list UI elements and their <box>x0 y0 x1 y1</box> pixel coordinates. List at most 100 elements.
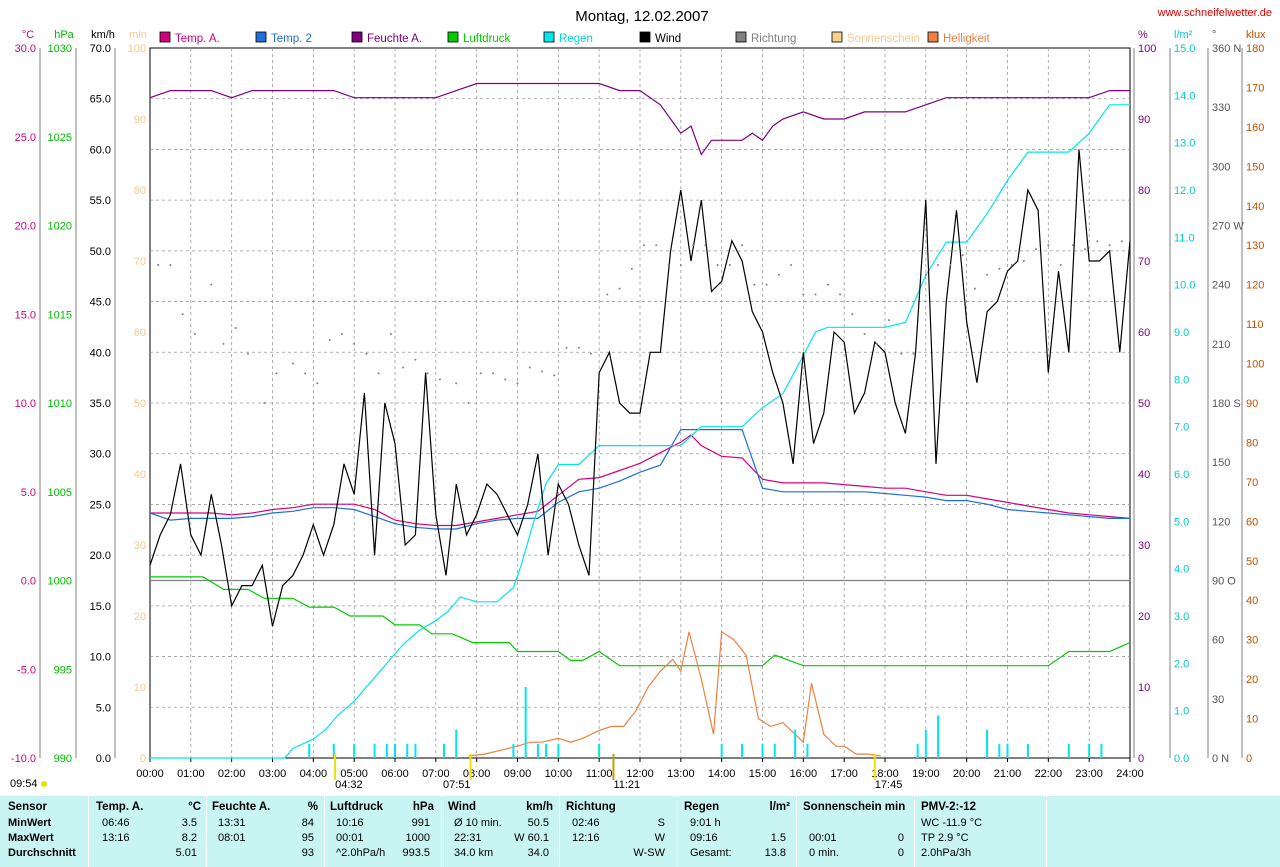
series-point-richtung <box>839 293 842 296</box>
series-bar-regen-balken <box>557 743 560 758</box>
axis-tick-temp: 5.0 <box>21 487 36 499</box>
series-point-richtung <box>986 273 989 276</box>
legend-swatch <box>543 31 555 43</box>
axis-tick-kmh: 15.0 <box>90 601 111 613</box>
time-tick-label: 04:00 <box>300 768 328 780</box>
stats-cell-value: 34.0 <box>527 847 549 859</box>
stats-col-temp: Temp. A. °C 06:46 3.5 13:16 8.2 5.01 <box>96 796 201 867</box>
axis-tick-temp: 25.0 <box>15 132 36 144</box>
axis-tick-rain: 12.0 <box>1174 185 1195 197</box>
axis-tick-rain: 5.0 <box>1174 516 1189 528</box>
stats-row-direction: 02:46 S <box>566 817 669 831</box>
stats-cell-value: S <box>657 817 665 829</box>
axis-tick-klux: 0 <box>1246 753 1252 765</box>
series-point-richtung <box>565 346 568 349</box>
stats-cell-time: 09:16 <box>690 832 718 844</box>
time-tick-label: 07:00 <box>422 768 450 780</box>
series-point-richtung <box>1059 263 1062 266</box>
axis-tick-min: 70 <box>134 256 146 268</box>
site-url[interactable]: www.schneifelwetter.de <box>1157 7 1272 19</box>
time-tick-label: 09:00 <box>504 768 532 780</box>
stats-cell-value: 1000 <box>405 832 430 844</box>
series-point-richtung <box>888 319 891 322</box>
series-bar-regen-balken <box>545 743 548 758</box>
legend-item: Regen <box>559 33 593 45</box>
axis-tick-klux: 180 <box>1246 43 1264 55</box>
time-tick-label: 13:00 <box>667 768 695 780</box>
series-point-richtung <box>316 382 319 385</box>
stats-label-min: MinWert <box>8 817 52 829</box>
series-point-richtung <box>630 267 633 270</box>
legend-swatch <box>159 31 171 43</box>
stats-cell-value: W <box>654 832 665 844</box>
stats-cell-value: 8.2 <box>181 832 197 844</box>
marker-corner-sun-icon <box>41 781 47 787</box>
series-bar-regen-balken <box>524 687 527 758</box>
axis-tick-klux: 170 <box>1246 82 1264 94</box>
axis-tick-klux: 10 <box>1246 714 1258 726</box>
axis-unit-pct: % <box>1138 29 1148 41</box>
time-tick-label: 14:00 <box>708 768 736 780</box>
series-point-richtung <box>692 244 695 247</box>
time-tick-label: 01:00 <box>177 768 205 780</box>
series-bar-regen-balken <box>773 743 776 758</box>
stats-row-sun: 0 min. 0 <box>803 847 908 861</box>
stats-cell-time: 9:01 h <box>690 817 721 829</box>
stats-row-rain: Gesamt: 13.8 <box>684 847 790 861</box>
stats-row-temp: 06:46 3.5 <box>96 817 201 831</box>
series-point-richtung <box>365 352 368 355</box>
axis-tick-klux: 30 <box>1246 635 1258 647</box>
axis-tick-rain: 6.0 <box>1174 469 1189 481</box>
series-line-helligkeit <box>468 630 881 757</box>
axis-unit-hpa: hPa <box>54 29 74 41</box>
axis-unit-min: min <box>129 29 147 41</box>
series-bar-regen-balken <box>385 743 388 758</box>
series-point-richtung <box>353 342 356 345</box>
stats-cell-value: 3.5 <box>181 817 197 829</box>
axis-tick-kmh: 40.0 <box>90 347 111 359</box>
marker-label-sunrise: 07:51 <box>443 779 471 791</box>
series-line-feuchte-a <box>149 82 1130 156</box>
axis-tick-klux: 150 <box>1246 161 1264 173</box>
series-point-richtung <box>528 366 531 369</box>
stats-head-temp: Temp. A. <box>96 801 144 813</box>
series-bar-regen-balken <box>332 743 335 758</box>
axis-tick-kmh: 45.0 <box>90 297 111 309</box>
series-point-richtung <box>1120 240 1123 243</box>
axis-tick-klux: 70 <box>1246 477 1258 489</box>
series-point-richtung <box>389 332 392 335</box>
series-bar-regen-balken <box>924 729 927 758</box>
stats-cell-time: Ø 10 min. <box>454 817 502 829</box>
stats-row-sun <box>803 817 908 831</box>
axis-tick-min: 90 <box>134 114 146 126</box>
axis-tick-kmh: 50.0 <box>90 246 111 258</box>
stats-row-humidity: 13:31 84 <box>212 817 318 831</box>
stats-cell-time: 13:16 <box>102 832 130 844</box>
axis-tick-klux: 160 <box>1246 122 1264 134</box>
series-point-richtung <box>210 283 213 286</box>
legend-swatch <box>447 31 459 43</box>
time-tick-label: 18:00 <box>871 768 899 780</box>
series-point-richtung <box>328 338 331 341</box>
axis-tick-hpa: 1030 <box>48 43 72 55</box>
axis-tick-rain: 0.0 <box>1174 753 1189 765</box>
stats-row-humidity: 93 <box>212 847 318 861</box>
weather-chart: Montag, 12.02.2007 www.schneifelwetter.d… <box>10 7 1272 791</box>
series-point-richtung <box>553 374 556 377</box>
time-tick-label: 23:00 <box>1075 768 1103 780</box>
stats-label-avg: Durchschnitt <box>8 847 76 859</box>
axis-tick-klux: 110 <box>1246 319 1264 331</box>
axis-tick-klux: 100 <box>1246 359 1264 371</box>
series-point-richtung <box>479 372 482 375</box>
stats-row-rain: 09:16 1.5 <box>684 832 790 846</box>
time-tick-label: 17:00 <box>830 768 858 780</box>
stats-pmv-tp: TP 2.9 °C <box>921 832 969 844</box>
stats-cell-value: 5.01 <box>175 847 197 859</box>
axis-tick-kmh: 30.0 <box>90 449 111 461</box>
stats-cell-time: 06:46 <box>102 817 130 829</box>
series-point-richtung <box>924 273 927 276</box>
series-bar-regen-balken <box>720 743 723 758</box>
stats-row-pressure: ^2.0hPa/h 993.5 <box>330 847 434 861</box>
axis-tick-dir: 120 <box>1212 516 1230 528</box>
stats-cell-value: 84 <box>301 817 314 829</box>
